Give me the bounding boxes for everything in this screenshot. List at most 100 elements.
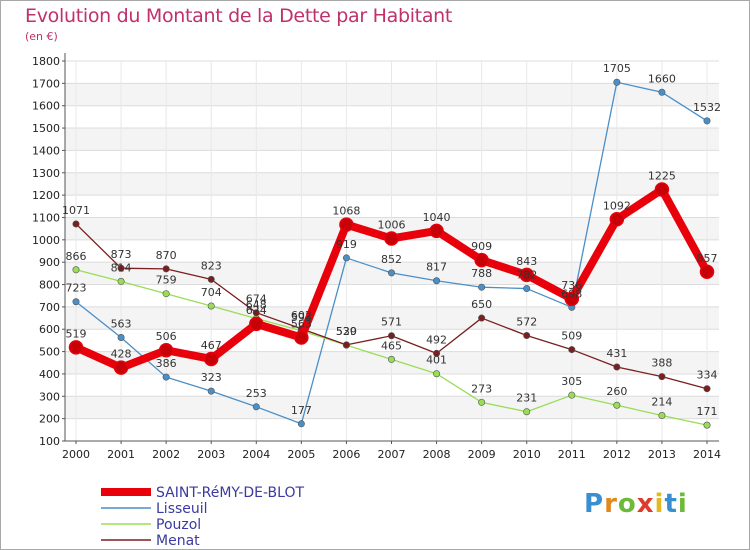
y-tick-label: 1400 xyxy=(32,144,60,157)
data-point xyxy=(658,88,666,96)
x-tick-label: 2000 xyxy=(62,448,90,461)
x-tick-label: 2013 xyxy=(648,448,676,461)
legend-label: Pouzol xyxy=(156,517,201,533)
legend-label: Menat xyxy=(156,533,200,549)
data-label: 1068 xyxy=(332,205,360,218)
data-point xyxy=(162,290,170,298)
data-label: 571 xyxy=(381,316,402,329)
data-label: 253 xyxy=(246,387,267,400)
x-tick-label: 2004 xyxy=(242,448,270,461)
data-label: 814 xyxy=(111,261,132,274)
data-label: 530 xyxy=(336,325,357,338)
data-point xyxy=(613,78,621,86)
data-point xyxy=(252,403,260,411)
data-point xyxy=(297,420,305,428)
data-label: 492 xyxy=(426,333,447,346)
data-point xyxy=(342,341,350,349)
x-tick-label: 2001 xyxy=(107,448,135,461)
data-label: 624 xyxy=(246,304,267,317)
data-point xyxy=(207,275,215,283)
data-point xyxy=(568,391,576,399)
data-label: 698 xyxy=(561,287,582,300)
x-tick-label: 2014 xyxy=(693,448,721,461)
data-point xyxy=(387,332,395,340)
data-label: 857 xyxy=(697,252,718,265)
data-label: 674 xyxy=(246,293,267,306)
y-tick-label: 300 xyxy=(39,390,60,403)
data-point xyxy=(699,264,715,280)
data-point xyxy=(474,252,489,268)
x-tick-label: 2010 xyxy=(513,448,541,461)
data-point xyxy=(433,349,441,357)
logo-letter: x xyxy=(636,489,655,519)
data-label: 1225 xyxy=(648,170,676,183)
data-label: 648 xyxy=(246,299,267,312)
data-label: 563 xyxy=(291,318,312,331)
y-tick-label: 800 xyxy=(39,279,60,292)
data-label: 1705 xyxy=(603,62,631,75)
x-tick-label: 2012 xyxy=(603,448,631,461)
data-point xyxy=(523,331,531,339)
data-label: 506 xyxy=(156,330,177,343)
data-point xyxy=(207,387,215,395)
data-point xyxy=(568,346,576,354)
data-point xyxy=(478,283,486,291)
data-label: 260 xyxy=(606,385,627,398)
data-point xyxy=(564,291,580,307)
legend-label: SAINT-RéMY-DE-BLOT xyxy=(156,485,304,501)
data-label: 465 xyxy=(381,339,402,352)
data-label: 529 xyxy=(336,325,357,338)
y-tick-label: 1300 xyxy=(32,167,60,180)
data-label: 843 xyxy=(516,255,537,268)
data-label: 334 xyxy=(697,369,718,382)
y-tick-label: 500 xyxy=(39,346,60,359)
data-point xyxy=(384,231,399,246)
data-label: 1040 xyxy=(423,211,451,224)
x-tick-label: 2011 xyxy=(558,448,586,461)
y-tick-label: 1500 xyxy=(32,122,60,135)
data-label: 401 xyxy=(426,354,447,367)
x-tick-label: 2003 xyxy=(197,448,225,461)
data-label: 852 xyxy=(381,253,402,266)
data-label: 1660 xyxy=(648,72,676,85)
y-tick-label: 400 xyxy=(39,368,60,381)
data-label: 788 xyxy=(471,267,492,280)
data-point xyxy=(609,212,625,227)
data-point xyxy=(658,373,666,381)
y-tick-label: 1100 xyxy=(32,211,60,224)
y-tick-label: 1000 xyxy=(32,234,60,247)
data-point xyxy=(68,340,84,355)
data-label: 171 xyxy=(697,405,718,418)
data-label: 602 xyxy=(291,309,312,322)
logo-letter: P xyxy=(584,489,605,519)
data-label: 873 xyxy=(111,248,132,261)
x-tick-label: 2008 xyxy=(423,448,451,461)
data-label: 1071 xyxy=(62,204,90,217)
y-tick-label: 1700 xyxy=(32,77,60,90)
y-tick-label: 100 xyxy=(39,435,60,448)
data-point xyxy=(387,355,395,363)
data-point xyxy=(113,360,129,375)
data-label: 909 xyxy=(471,240,492,253)
data-point xyxy=(703,117,711,125)
x-tick-label: 2007 xyxy=(378,448,406,461)
data-point xyxy=(654,182,670,197)
data-point xyxy=(433,370,441,378)
data-label: 323 xyxy=(201,371,222,384)
data-label: 273 xyxy=(471,382,492,395)
y-tick-label: 900 xyxy=(39,256,60,269)
data-point xyxy=(658,412,666,420)
data-point xyxy=(613,363,621,371)
data-label: 467 xyxy=(201,339,222,352)
proxiti-logo: Proxiti xyxy=(584,489,688,519)
chart-title: Evolution du Montant de la Dette par Hab… xyxy=(25,5,453,27)
y-tick-label: 1600 xyxy=(32,100,60,113)
data-point xyxy=(72,298,80,306)
data-label: 231 xyxy=(516,392,537,405)
data-point xyxy=(478,314,486,322)
legend-label: Lisseuil xyxy=(156,501,208,517)
data-label: 519 xyxy=(66,327,87,340)
data-point xyxy=(433,277,441,285)
